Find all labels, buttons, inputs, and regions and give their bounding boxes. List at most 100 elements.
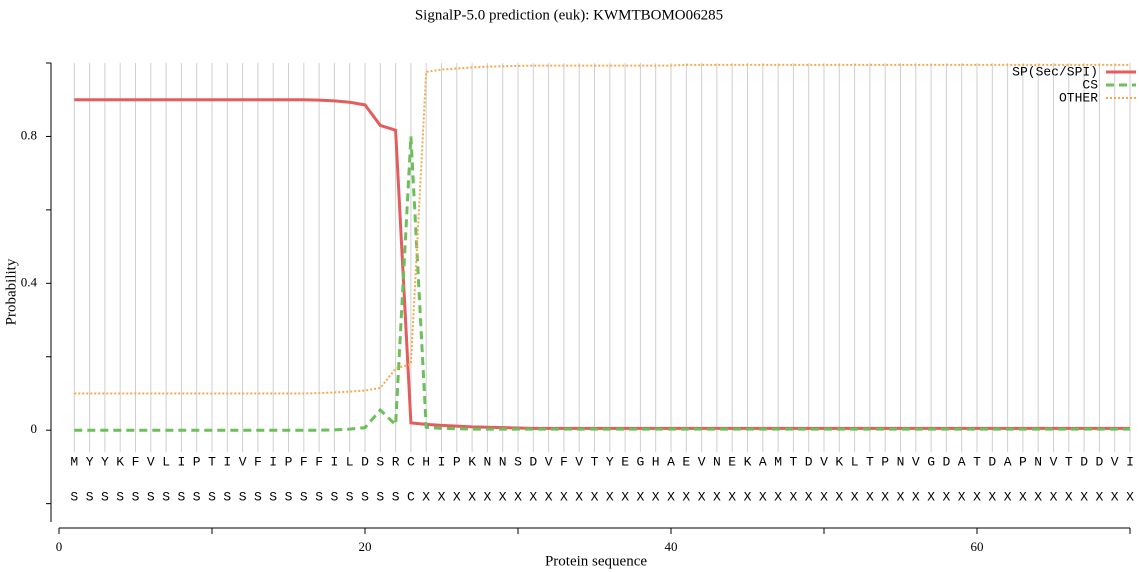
residue: P (881, 454, 889, 469)
residue-label: X (744, 489, 752, 504)
residue-label: X (1034, 489, 1042, 504)
residue: E (728, 454, 736, 469)
residue: H (422, 454, 430, 469)
series-line (74, 136, 1130, 432)
residue: A (759, 454, 767, 469)
legend-label: CS (1082, 77, 1098, 92)
y-axis-label: Probability (3, 258, 19, 325)
x-tick-label: 40 (665, 539, 678, 554)
residue: L (851, 454, 859, 469)
residue-label: X (422, 489, 430, 504)
residue-label: S (101, 489, 109, 504)
residue-label: X (927, 489, 935, 504)
residue-label: S (193, 489, 201, 504)
residue: P (1019, 454, 1027, 469)
residue: N (499, 454, 507, 469)
residue-label: X (789, 489, 797, 504)
residue: A (1004, 454, 1012, 469)
residue: V (545, 454, 553, 469)
residue: T (789, 454, 797, 469)
residue: K (468, 454, 476, 469)
residue: N (897, 454, 905, 469)
residue-label: X (774, 489, 782, 504)
residue: I (269, 454, 277, 469)
residue-label: X (514, 489, 522, 504)
residue: P (285, 454, 293, 469)
residue-label: S (361, 489, 369, 504)
residue-label: X (529, 489, 537, 504)
x-axis-label: Protein sequence (545, 553, 647, 569)
residue-label: S (392, 489, 400, 504)
residue: V (820, 454, 828, 469)
residue: M (70, 454, 78, 469)
residue: G (927, 454, 935, 469)
residue: D (942, 454, 950, 469)
residue-label: X (1126, 489, 1134, 504)
residue: R (392, 454, 400, 469)
residue: D (361, 454, 369, 469)
residue-label: X (851, 489, 859, 504)
residue: V (912, 454, 920, 469)
residue: D (988, 454, 996, 469)
residue-label: S (315, 489, 323, 504)
residue-label: X (988, 489, 996, 504)
residue: Y (86, 454, 94, 469)
residue-label: S (86, 489, 94, 504)
residue-label: X (1095, 489, 1103, 504)
residue: I (1126, 454, 1134, 469)
residue: F (300, 454, 308, 469)
residue: D (805, 454, 813, 469)
residue-label: X (1050, 489, 1058, 504)
residue: H (652, 454, 660, 469)
y-tick-label: 0.8 (21, 127, 37, 142)
residue: L (162, 454, 170, 469)
residue-label: X (468, 489, 476, 504)
residue: V (1111, 454, 1119, 469)
residue: I (177, 454, 185, 469)
residue: S (376, 454, 384, 469)
series-line (74, 63, 1130, 395)
residue-label: X (606, 489, 614, 504)
residue-label: S (346, 489, 354, 504)
residue: L (346, 454, 354, 469)
series-line (74, 98, 1130, 430)
residue-label: S (376, 489, 384, 504)
residue-label: X (866, 489, 874, 504)
residue-label: X (713, 489, 721, 504)
residue: V (698, 454, 706, 469)
legend-label: SP(Sec/SPI) (1012, 64, 1098, 79)
residue: V (147, 454, 155, 469)
y-tick-label: 0 (31, 421, 38, 436)
residue-label: X (636, 489, 644, 504)
residue-label: S (330, 489, 338, 504)
residue-label: S (254, 489, 262, 504)
residue: I (330, 454, 338, 469)
residue-label: X (942, 489, 950, 504)
residue: N (483, 454, 491, 469)
residue-label: X (1004, 489, 1012, 504)
residue: F (560, 454, 568, 469)
residue-label: S (70, 489, 78, 504)
residue-label: X (759, 489, 767, 504)
residue: P (193, 454, 201, 469)
residue: Y (606, 454, 614, 469)
residue-label: S (147, 489, 155, 504)
residue-label: X (545, 489, 553, 504)
residue-label: S (239, 489, 247, 504)
residue: V (1050, 454, 1058, 469)
residue-label: S (116, 489, 124, 504)
residue: N (713, 454, 721, 469)
residue: K (744, 454, 752, 469)
residue: T (208, 454, 216, 469)
residue-label: X (483, 489, 491, 504)
residue-label: X (438, 489, 446, 504)
x-tick-label: 20 (359, 539, 372, 554)
residue-label: X (728, 489, 736, 504)
residue: E (621, 454, 629, 469)
residue-label: S (285, 489, 293, 504)
residue-label: X (912, 489, 920, 504)
residue: T (973, 454, 981, 469)
residue: N (1034, 454, 1042, 469)
residue: D (1095, 454, 1103, 469)
